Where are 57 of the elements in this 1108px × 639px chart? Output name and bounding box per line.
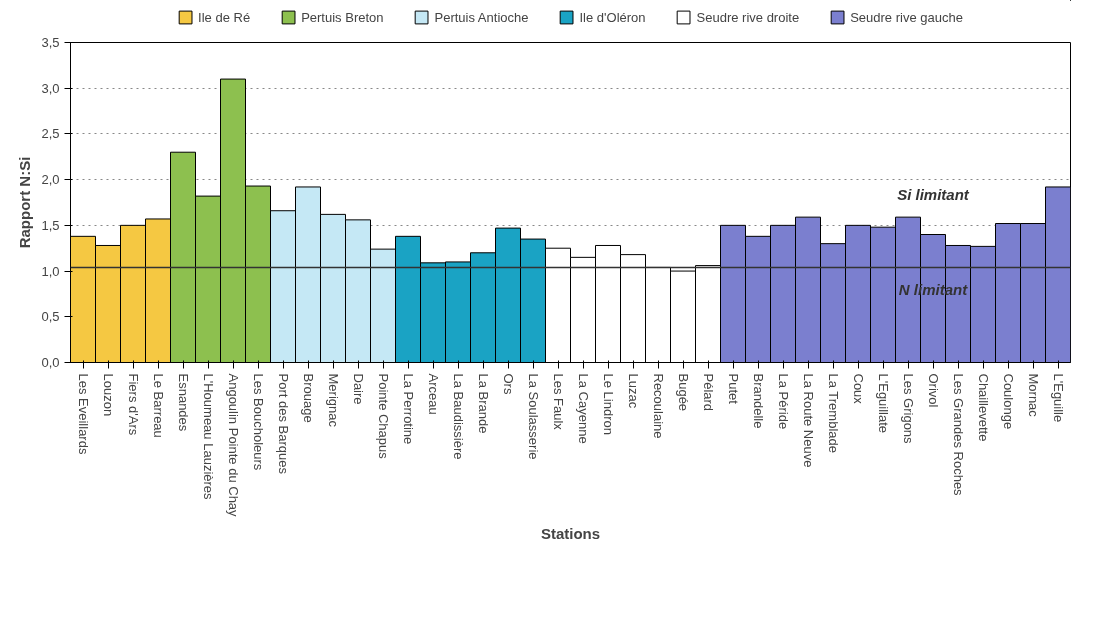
y-tick-label: 2,5 <box>41 126 60 142</box>
x-tick-label: Les Grigons <box>900 373 916 445</box>
legend-label: Ile de Ré <box>198 9 251 25</box>
y-tick-label: 1,5 <box>41 217 60 233</box>
x-tick-label: Mornac <box>1025 373 1041 418</box>
x-tick-label: Arceau <box>425 373 441 415</box>
legend-label: Seudre rive droite <box>696 9 800 25</box>
legend-label: Pertuis Breton <box>301 9 384 25</box>
x-tick-label: Brouage <box>300 373 316 423</box>
x-tick-label: Recoulaine <box>650 373 666 439</box>
legend-label: Ile d'Oléron <box>579 9 646 25</box>
x-tick-label: La Tremblade <box>825 373 841 453</box>
x-tick-label: Bugée <box>675 373 691 412</box>
x-tick-label: Fiers d'Ars <box>125 373 141 436</box>
x-tick-label: La Route Neuve <box>800 373 816 468</box>
legend-label: Seudre rive gauche <box>850 9 963 25</box>
x-tick-label: Brandelle <box>750 373 766 429</box>
x-axis-title: Stations <box>540 524 601 542</box>
x-tick-label: Les Faulx <box>550 373 566 431</box>
x-tick-label: Port des Barques <box>275 373 291 475</box>
y-tick-label: 1,0 <box>41 263 60 279</box>
x-tick-label: L'Houmeau Lauzières <box>200 373 216 501</box>
x-tick-label: Pélard <box>700 373 716 412</box>
x-tick-label: Esnandes <box>175 373 191 432</box>
x-tick-label: Orivol <box>925 373 941 408</box>
x-tick-label: Les Boucholeurs <box>250 373 266 471</box>
x-tick-label: La Soulasserie <box>525 373 541 460</box>
x-tick-label: Chaillevette <box>975 373 991 442</box>
x-tick-label: Le Lindron <box>600 373 616 435</box>
x-tick-label: Coux <box>850 373 866 405</box>
x-tick-label: La Péride <box>775 373 791 430</box>
y-tick-label: 3,5 <box>41 35 60 50</box>
x-tick-label: La Baudissière <box>450 373 466 460</box>
x-tick-label: Luzac <box>625 373 641 409</box>
x-tick-label: Daire <box>350 373 366 405</box>
x-tick-label: Angoulin Pointe du Chay <box>225 373 241 518</box>
legend-label: Pertuis Antioche <box>434 9 529 25</box>
y-tick-label: 2,0 <box>41 172 60 188</box>
x-tick-label: Ors <box>500 373 516 395</box>
x-tick-label: La Perrotine <box>400 373 416 445</box>
y-axis-title: Rapport N:Si <box>16 156 34 249</box>
x-tick-label: L'Eguille <box>1050 373 1066 423</box>
x-tick-label: La Brande <box>475 373 491 434</box>
x-tick-label: Coulonge <box>1000 373 1016 430</box>
x-tick-label: L'Eguillate <box>875 373 891 434</box>
y-tick-label: 3,0 <box>41 80 60 96</box>
y-tick-label: 0,5 <box>41 309 60 325</box>
annotation: Si limitant <box>897 186 970 204</box>
x-tick-label: Merignac <box>325 373 341 428</box>
x-tick-label: Louzon <box>100 373 116 417</box>
x-tick-label: Pointe Chapus <box>375 373 391 460</box>
x-tick-label: Putet <box>725 373 741 405</box>
x-tick-label: Le Barreau <box>150 373 166 438</box>
x-tick-label: Les Grandes Roches <box>950 373 966 497</box>
x-tick-label: Les Eveillards <box>75 373 91 455</box>
y-tick-label: 0,0 <box>41 355 60 370</box>
x-tick-label: La Cayenne <box>575 373 591 444</box>
